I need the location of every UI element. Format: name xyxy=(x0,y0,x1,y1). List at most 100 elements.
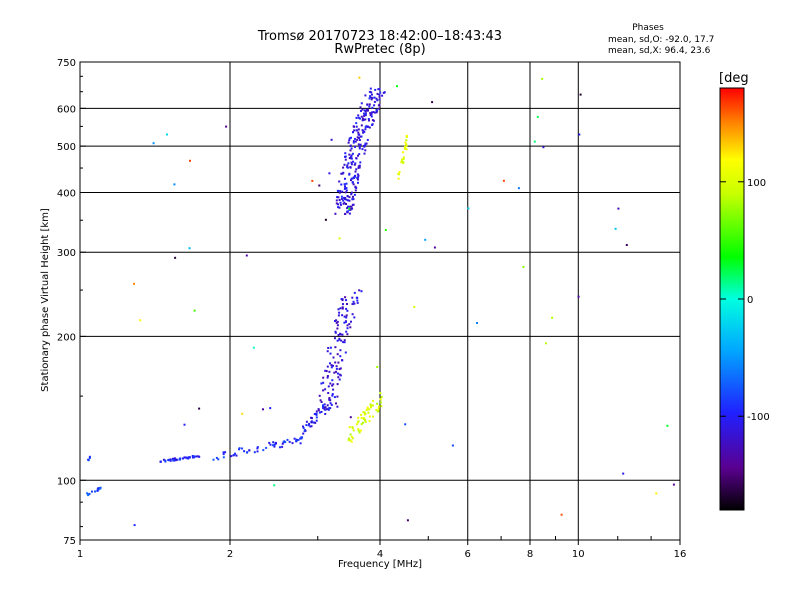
echo-point xyxy=(360,413,363,416)
echo-point xyxy=(346,327,349,330)
echo-point xyxy=(293,437,296,440)
echo-point xyxy=(377,107,380,110)
echo-point xyxy=(343,321,346,324)
echo-point xyxy=(353,302,356,305)
echo-point xyxy=(347,162,350,165)
echo-point xyxy=(176,458,179,461)
echo-point xyxy=(336,189,339,192)
echo-point xyxy=(360,423,363,426)
echo-point xyxy=(364,112,367,115)
echo-point xyxy=(329,382,332,385)
echo-point xyxy=(347,439,350,442)
echo-point xyxy=(622,472,625,475)
echo-point xyxy=(376,402,379,405)
echo-point xyxy=(377,405,380,408)
echo-point xyxy=(357,154,359,157)
echo-point xyxy=(318,411,321,414)
echo-point xyxy=(309,425,312,428)
echo-point xyxy=(330,364,333,367)
echo-point xyxy=(397,177,400,180)
echo-point xyxy=(400,160,403,163)
echo-point xyxy=(305,424,308,427)
echo-point xyxy=(351,181,354,184)
echo-point xyxy=(358,147,361,150)
x-tick-label: 16 xyxy=(674,549,687,560)
echo-point xyxy=(349,208,352,210)
echo-point xyxy=(371,123,374,126)
echo-point xyxy=(354,162,357,165)
echo-point xyxy=(347,199,349,202)
echo-point xyxy=(349,439,352,442)
echo-point xyxy=(311,417,313,420)
echo-point xyxy=(189,159,191,162)
echo-point xyxy=(368,420,371,423)
stats-header: Phases xyxy=(632,23,664,33)
echo-point xyxy=(578,133,581,136)
echo-point xyxy=(345,307,348,310)
echo-point xyxy=(330,403,333,406)
echo-point xyxy=(312,421,315,424)
echo-point xyxy=(404,423,407,426)
echo-point xyxy=(222,453,225,456)
echo-point xyxy=(373,100,376,103)
echo-point xyxy=(337,376,340,379)
echo-point xyxy=(345,182,348,185)
echo-point xyxy=(405,148,408,151)
echo-point xyxy=(198,455,201,458)
echo-point xyxy=(343,183,346,186)
echo-point xyxy=(614,227,617,230)
echo-point xyxy=(302,425,304,428)
echo-point xyxy=(376,99,379,102)
echo-point xyxy=(476,322,478,324)
echo-point xyxy=(358,289,361,292)
echo-point xyxy=(169,458,172,461)
echo-point xyxy=(350,177,353,180)
echo-point xyxy=(359,106,362,109)
echo-point xyxy=(302,432,305,435)
echo-point xyxy=(354,170,357,173)
echo-point xyxy=(341,172,344,175)
echo-point xyxy=(356,296,359,299)
echo-point xyxy=(517,187,520,190)
echo-point xyxy=(262,449,265,452)
echo-point xyxy=(351,426,354,429)
echo-point xyxy=(545,342,547,345)
stats-line-x: mean, sd,X: 96.4, 23.6 xyxy=(608,46,711,56)
echo-point xyxy=(335,365,338,368)
echo-point xyxy=(327,392,330,394)
echo-point xyxy=(351,197,354,200)
echo-point xyxy=(360,417,363,419)
echo-point xyxy=(359,429,362,432)
echo-point xyxy=(362,421,364,424)
echo-point xyxy=(368,119,370,122)
echo-point xyxy=(246,451,249,454)
echo-point xyxy=(371,96,374,99)
echo-point xyxy=(348,426,351,429)
echo-point xyxy=(217,458,220,461)
echo-point xyxy=(357,429,360,432)
echo-point xyxy=(350,320,352,323)
echo-point xyxy=(358,431,361,434)
echo-point xyxy=(361,148,364,151)
echo-point xyxy=(350,155,353,158)
echo-point xyxy=(185,456,188,459)
echo-point xyxy=(350,161,353,164)
echo-point xyxy=(327,385,330,388)
echo-point xyxy=(314,413,317,415)
echo-point xyxy=(329,362,331,365)
echo-point xyxy=(351,313,354,316)
echo-point xyxy=(139,319,142,322)
echo-point xyxy=(349,149,352,152)
echo-point xyxy=(382,91,385,94)
x-tick-label: 10 xyxy=(572,549,585,560)
echo-point xyxy=(343,201,346,204)
echo-point xyxy=(350,136,352,139)
y-tick-label: 500 xyxy=(57,142,76,153)
data-points xyxy=(86,76,675,527)
echo-point xyxy=(353,193,356,196)
echo-point xyxy=(336,320,339,323)
echo-point xyxy=(404,141,407,144)
echo-point xyxy=(353,291,356,294)
echo-point xyxy=(356,173,359,176)
colorbar-tick-label: -100 xyxy=(747,412,770,423)
